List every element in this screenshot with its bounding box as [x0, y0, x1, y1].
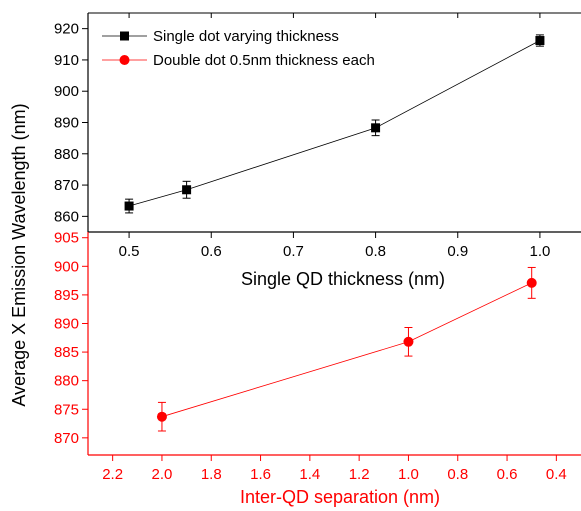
bottom-y-tick-label: 885	[54, 344, 79, 361]
top-y-tick-label: 910	[54, 52, 79, 69]
series-line-single-dot	[128, 40, 541, 207]
x-axis-label-top: Single QD thickness (nm)	[241, 269, 445, 289]
bottom-y-tick-label: 875	[54, 401, 79, 418]
bottom-x-tick-label: 1.8	[201, 466, 222, 483]
data-point-double-dot	[403, 336, 414, 347]
bottom-y-tick-label: 895	[54, 287, 79, 304]
bottom-y-tick-label: 870	[54, 430, 79, 447]
series-line-double-dot	[161, 282, 532, 418]
bottom-panel: 2.2 2.0 1.8 1.6 1.4 1.2 1.0 0.8 0.6 0.4 870 875 880 8…	[54, 230, 581, 483]
top-y-tick-label: 920	[54, 21, 79, 38]
legend: Single dot varying thickness Double dot 0…	[102, 28, 375, 69]
legend-label: Double dot 0.5nm thickness each	[153, 52, 375, 69]
legend-label: Single dot varying thickness	[153, 28, 339, 45]
bottom-x-tick-label: 0.8	[447, 466, 468, 483]
bottom-x-tick-label: 0.6	[497, 466, 518, 483]
data-point-double-dot	[156, 411, 167, 422]
top-x-tick-label: 0.8	[365, 243, 386, 260]
legend-marker	[120, 31, 129, 41]
top-y-tick-label: 870	[54, 177, 79, 194]
top-panel: 0.5 0.6 0.7 0.8 0.9 1.0 860 870 880 890 900 910 920	[54, 12, 581, 260]
legend-marker	[119, 55, 130, 65]
data-point-single-dot	[124, 201, 134, 211]
top-x-tick-label: 0.6	[201, 243, 222, 260]
top-x-tick-label: 0.5	[119, 243, 140, 260]
y-axis-label: Average X Emission Wavelength (nm)	[9, 103, 29, 406]
data-point-single-dot	[535, 36, 545, 46]
top-y-tick-label: 880	[54, 146, 79, 163]
bottom-y-tick-label: 900	[54, 258, 79, 275]
bottom-y-tick-label: 905	[54, 230, 79, 247]
bottom-x-tick-label: 1.0	[398, 466, 419, 483]
top-x-tick-label: 0.9	[447, 243, 468, 260]
bottom-x-tick-label: 2.2	[102, 466, 123, 483]
data-point-single-dot	[182, 185, 192, 195]
data-point-double-dot	[526, 277, 537, 288]
x-axis-label-bottom: Inter-QD separation (nm)	[240, 487, 440, 507]
bottom-x-tick-label: 0.4	[546, 466, 567, 483]
top-x-tick-label: 0.7	[283, 243, 304, 260]
bottom-y-tick-label: 890	[54, 315, 79, 332]
bottom-x-tick-label: 2.0	[152, 466, 173, 483]
bottom-x-tick-label: 1.4	[299, 466, 320, 483]
bottom-x-tick-label: 1.2	[349, 466, 370, 483]
top-y-tick-label: 860	[54, 208, 79, 225]
top-y-tick-label: 890	[54, 115, 79, 132]
top-x-tick-label: 1.0	[529, 243, 550, 260]
bottom-x-tick-label: 1.6	[250, 466, 271, 483]
data-point-single-dot	[371, 123, 381, 133]
top-y-tick-label: 900	[54, 83, 79, 100]
bottom-y-tick-label: 880	[54, 373, 79, 390]
